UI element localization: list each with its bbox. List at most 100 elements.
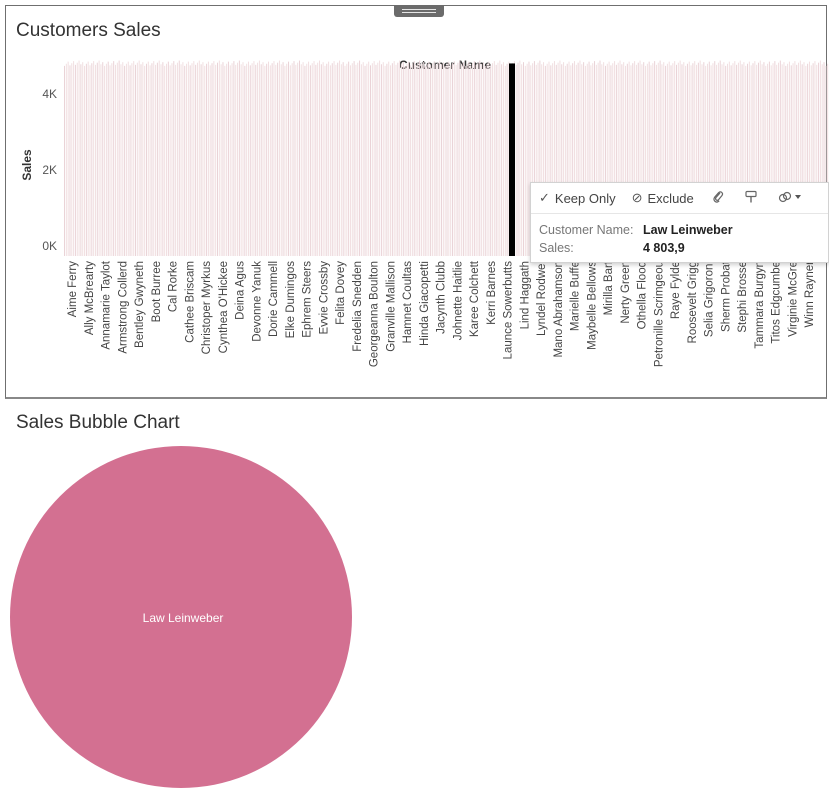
sales-bar (499, 60, 501, 257)
sales-bar (470, 65, 472, 256)
sales-bar (787, 63, 789, 256)
sales-bar (237, 62, 239, 256)
sales-bar (648, 61, 650, 257)
tooltip-sales-value: 4 803,9 (643, 241, 685, 255)
sales-bar (444, 65, 446, 256)
sales-bar (437, 62, 439, 256)
sales-bar (244, 65, 246, 256)
sales-bar (453, 61, 455, 257)
sales-bar (395, 64, 397, 256)
sales-bar (84, 65, 86, 256)
sales-bar (747, 63, 749, 256)
sales-bar (515, 64, 517, 256)
sales-bar (238, 60, 240, 257)
sales-bar (85, 63, 87, 256)
sales-bar (674, 61, 676, 257)
sales-bar (479, 60, 481, 257)
x-tick-label: Christoper Myrkus (201, 261, 213, 355)
keep-only-button[interactable]: ✓ Keep Only (531, 190, 624, 206)
sales-bar (258, 60, 260, 257)
x-tick-label: Cal Rorke (168, 261, 180, 312)
sales-bar (169, 65, 171, 256)
sales-bar (102, 62, 104, 256)
sales-bar (686, 63, 688, 256)
sales-bar (435, 64, 437, 256)
sales-bar (519, 60, 521, 257)
exclude-button[interactable]: ⊘ Exclude (624, 190, 702, 206)
group-members-icon[interactable] (768, 190, 812, 207)
sales-bar (82, 62, 84, 256)
sales-bar (151, 63, 153, 256)
sales-bar (73, 61, 75, 257)
sales-bar (757, 62, 759, 256)
sales-bar (180, 64, 182, 256)
x-tick-label: Titos Edgcumbe (771, 261, 783, 344)
sales-bar (133, 61, 135, 257)
x-tick-label: Ephrem Steers (302, 261, 314, 338)
sales-bar (328, 61, 330, 257)
x-tick-label: Lind Haggath (519, 261, 531, 329)
sales-bar (570, 65, 572, 256)
sales-bar (617, 62, 619, 256)
sales-bar (752, 63, 754, 256)
sales-bar (67, 61, 69, 257)
sales-bar (271, 63, 273, 256)
sales-bar (406, 63, 408, 256)
sales-bar (309, 65, 311, 256)
bar-chart-title: Customers Sales (16, 20, 161, 41)
paperclip-icon[interactable] (702, 190, 734, 207)
sales-bar (588, 61, 590, 257)
sales-bar (652, 63, 654, 256)
highlighter-icon[interactable] (734, 190, 768, 207)
drag-handle[interactable] (394, 5, 444, 17)
sales-bar (220, 64, 222, 256)
sales-bar (643, 62, 645, 256)
sales-bar (812, 63, 814, 256)
sales-bar (391, 63, 393, 256)
sales-bar (526, 63, 528, 256)
sales-bar (727, 63, 728, 256)
x-tick-label: Nerty Green (620, 261, 632, 324)
bubble-law-leinweber[interactable] (10, 446, 352, 788)
sales-bar (362, 62, 364, 256)
tooltip-customer-row: Customer Name: Law Leinweber (539, 223, 733, 237)
sales-bar (710, 65, 712, 256)
sales-bar (215, 64, 217, 256)
sales-bar (288, 61, 290, 257)
sales-bar (207, 61, 209, 257)
sales-bar (264, 65, 266, 256)
sales-bar (748, 61, 750, 257)
sales-bar (262, 62, 264, 256)
sales-bar (419, 60, 421, 257)
sales-bar (501, 64, 503, 256)
sales-bar (348, 61, 350, 257)
sales-bar (275, 64, 277, 256)
sales-bar (277, 62, 279, 256)
sales-bar (317, 62, 319, 256)
sales-bar (156, 62, 158, 256)
sales-bar (584, 65, 586, 256)
sales-bar (765, 65, 767, 256)
sales-bar (459, 60, 461, 257)
sales-bar (508, 61, 510, 257)
sales-bar (810, 65, 812, 256)
sales-bar (553, 61, 555, 257)
sales-bar (393, 61, 395, 257)
sales-bar (706, 63, 708, 256)
x-tick-label: Othella Flood (637, 261, 649, 329)
sales-bar (269, 65, 271, 256)
sales-bar (93, 61, 95, 257)
sales-bar (730, 65, 732, 256)
sales-bar (116, 62, 118, 256)
sales-bar (171, 63, 173, 256)
sales-bar (127, 61, 129, 257)
sales-bar (717, 62, 719, 256)
sales-bubble-chart[interactable]: Law Leinweber (0, 440, 829, 793)
sales-bar (672, 63, 674, 256)
sales-bar (530, 65, 532, 256)
sales-bar (788, 61, 790, 257)
customers-sales-chart[interactable]: Customer Name Sales 0K 2K 4K Aime Ferry Ally M… (0, 0, 829, 400)
sales-bar (289, 65, 291, 256)
sales-bar (670, 65, 672, 256)
sales-bar (105, 63, 107, 256)
